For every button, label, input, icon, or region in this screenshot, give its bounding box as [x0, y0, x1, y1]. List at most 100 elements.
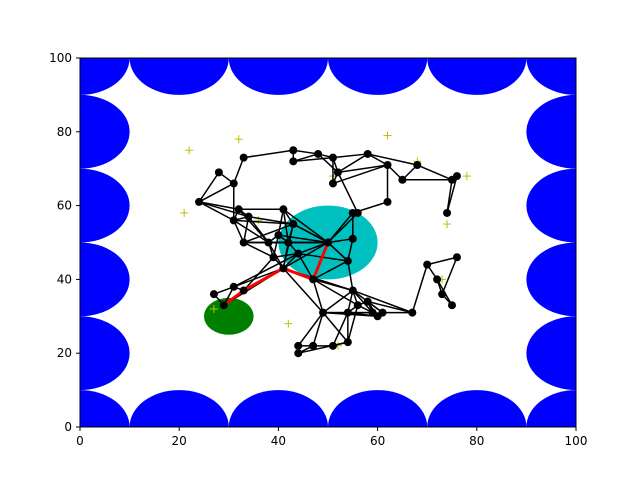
y-tick-label: 80	[57, 125, 72, 139]
sample-marker	[462, 172, 471, 181]
graph-node	[433, 275, 442, 284]
graph-node	[279, 205, 288, 214]
obstacle-circle	[427, 58, 527, 95]
graph-node	[229, 216, 238, 225]
graph-edge	[297, 241, 329, 255]
graph-node	[452, 172, 461, 181]
graph-node	[408, 308, 417, 317]
graph-node	[383, 161, 392, 170]
graph-node	[348, 208, 357, 217]
graph-node	[289, 220, 298, 229]
axes-layer: 0 20 40 60 80 100 0 20 40 60 80 100	[49, 51, 587, 448]
sample-marker	[234, 135, 243, 144]
graph-node	[219, 301, 228, 310]
graph-node	[214, 168, 223, 177]
graph-node	[413, 161, 422, 170]
obstacle-circle	[526, 168, 576, 243]
graph-node	[294, 349, 303, 358]
graph-edge	[322, 312, 349, 343]
graph-edge	[332, 153, 368, 159]
graph-node	[314, 149, 323, 158]
graph-edge	[367, 300, 413, 314]
graph-node	[423, 260, 432, 269]
graph-edge	[293, 156, 334, 163]
obstacle-circle	[526, 316, 576, 391]
graph-edge	[322, 289, 354, 314]
graph-edge	[347, 260, 354, 291]
graph-node	[234, 205, 243, 214]
graph-node	[244, 212, 253, 221]
graph-edge	[337, 164, 388, 174]
obstacle-circle	[526, 242, 576, 317]
y-tick-label: 0	[64, 420, 72, 434]
graph-edge	[233, 252, 299, 288]
graph-edge	[347, 305, 359, 343]
graph-edge	[248, 215, 294, 225]
graph-node	[294, 249, 303, 258]
node-layer	[195, 146, 461, 358]
graph-edge	[282, 208, 329, 244]
graph-node	[284, 238, 293, 247]
graph-node	[353, 301, 362, 310]
graph-edge	[198, 201, 249, 218]
graph-node	[443, 208, 452, 217]
graph-node	[274, 231, 283, 240]
x-tick-label: 60	[370, 434, 385, 448]
obstacle-circle	[80, 58, 130, 95]
graph-node	[239, 153, 248, 162]
graph-node	[343, 338, 352, 347]
graph-edge	[277, 209, 285, 236]
sample-marker	[284, 319, 293, 328]
graph-edge	[233, 220, 245, 243]
graph-node	[209, 290, 218, 299]
graph-edge	[243, 223, 294, 244]
graph-node	[383, 197, 392, 206]
graph-node	[239, 238, 248, 247]
graph-node	[328, 179, 337, 188]
graph-node	[309, 341, 318, 350]
x-tick-label: 40	[271, 434, 286, 448]
obstacle-circle	[328, 58, 428, 95]
graph-edge	[282, 267, 324, 314]
graph-node	[289, 157, 298, 166]
graph-node	[269, 253, 278, 262]
obstacle-circle	[80, 242, 130, 317]
graph-edge	[297, 253, 314, 280]
graph-edge	[292, 223, 329, 244]
graph-edge	[332, 312, 349, 347]
obstacle-circle	[80, 168, 130, 243]
graph-edge	[327, 238, 353, 244]
x-tick-label: 80	[469, 434, 484, 448]
y-tick-label: 20	[57, 346, 72, 360]
graph-edge	[416, 164, 453, 181]
graph-edge	[243, 256, 274, 291]
graph-node	[343, 256, 352, 265]
graph-node	[229, 179, 238, 188]
start-region	[204, 297, 254, 335]
graph-node	[333, 168, 342, 177]
graph-edge	[411, 264, 428, 313]
x-tick-label: 20	[172, 434, 187, 448]
graph-edge	[446, 179, 453, 214]
obstacle-layer	[80, 58, 576, 427]
graph-edge	[312, 278, 359, 306]
graph-node	[294, 341, 303, 350]
graph-node	[452, 253, 461, 262]
plot-area	[80, 58, 576, 427]
obstacle-circle	[80, 316, 130, 391]
graph-edge	[332, 164, 388, 185]
graph-node	[328, 153, 337, 162]
graph-edge	[293, 153, 319, 163]
graph-node	[229, 282, 238, 291]
x-tick-label: 100	[565, 434, 588, 448]
graph-edge	[427, 256, 458, 266]
graph-edge	[273, 252, 299, 259]
obstacle-circle	[228, 58, 328, 95]
x-tick-label: 0	[76, 434, 84, 448]
obstacle-circle	[129, 390, 229, 427]
graph-edge	[242, 216, 250, 243]
y-tick-label: 100	[49, 51, 72, 65]
graph-edge	[312, 312, 324, 347]
graph-node	[348, 286, 357, 295]
